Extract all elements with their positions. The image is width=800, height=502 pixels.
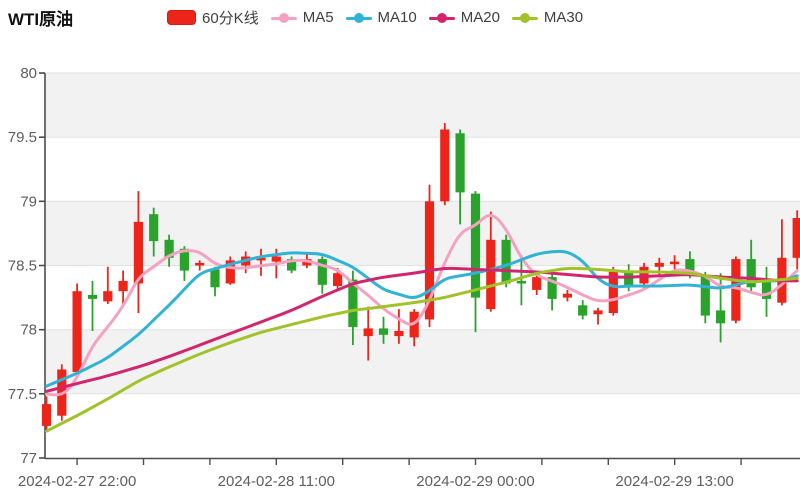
- svg-text:78.5: 78.5: [8, 258, 37, 275]
- candle-body: [670, 261, 680, 265]
- candle-body: [149, 214, 159, 242]
- candle-wick: [398, 309, 400, 344]
- ma10-line: [45, 249, 799, 388]
- candle-body: [72, 291, 82, 372]
- candle-wick: [520, 255, 523, 306]
- candle-body: [133, 221, 143, 284]
- candle-body: [562, 293, 572, 298]
- svg-text:79.5: 79.5: [8, 129, 37, 146]
- candle-body: [501, 239, 511, 284]
- candle-wick: [658, 257, 661, 278]
- candle-body: [394, 331, 404, 337]
- candle-body: [256, 257, 266, 261]
- svg-text:80: 80: [20, 65, 37, 82]
- candle-body: [516, 280, 526, 284]
- candle-wick: [260, 248, 262, 276]
- candle-body: [164, 239, 174, 258]
- candle-body: [486, 239, 496, 310]
- legend-label: MA20: [460, 9, 500, 26]
- svg-text:2024-02-29 13:00: 2024-02-29 13:00: [615, 473, 733, 490]
- legend-item-ma20[interactable]: MA20: [428, 9, 500, 26]
- candle-body: [685, 259, 695, 275]
- candle-body: [608, 271, 618, 313]
- legend-item-kline[interactable]: 60分K线: [167, 7, 259, 28]
- legend-label: MA30: [543, 9, 584, 26]
- kline-swatch-icon: [167, 10, 196, 25]
- candle-body: [424, 201, 435, 320]
- svg-text:79: 79: [20, 193, 37, 210]
- candle-body: [378, 328, 389, 335]
- candle-body: [333, 273, 343, 286]
- candle-body: [440, 129, 450, 202]
- chart-header: WTI原油 60分K线 MA5 MA10 MA20 MA30: [0, 0, 800, 34]
- ma20-line-dot-icon: [428, 12, 455, 24]
- candle-body: [348, 279, 358, 328]
- axes: 77 77.5 78 78.5 79 79.5 80 2024-02-27 22:00 2024…: [8, 65, 800, 490]
- candle-wick: [719, 273, 722, 343]
- legend-label: 60分K线: [202, 10, 259, 27]
- candle-body: [179, 248, 189, 271]
- candle-wick: [597, 307, 599, 325]
- legend-item-ma30[interactable]: MA30: [511, 9, 584, 26]
- candle-body: [654, 262, 664, 267]
- ma10-line-dot-icon: [345, 12, 372, 24]
- candle-body: [363, 328, 373, 337]
- ma30-line-dot-icon: [511, 12, 538, 24]
- candle-body: [578, 305, 588, 316]
- page-title: WTI原油: [8, 10, 74, 29]
- candle-body: [716, 310, 726, 324]
- candle-body: [195, 262, 205, 266]
- ma30-line: [45, 266, 799, 433]
- candle-body: [731, 259, 741, 321]
- candle-body: [746, 259, 756, 288]
- candle-body: [41, 404, 52, 426]
- svg-text:78: 78: [20, 322, 37, 339]
- plot-bands: [45, 73, 800, 394]
- svg-text:77.5: 77.5: [8, 386, 37, 403]
- candle-body: [532, 277, 542, 290]
- svg-text:2024-02-29 00:00: 2024-02-29 00:00: [416, 473, 534, 490]
- candle-wick: [106, 266, 109, 304]
- candles-layer: [41, 123, 800, 432]
- candle-body: [455, 133, 465, 193]
- legend-label: MA10: [377, 9, 417, 26]
- candle-wick: [91, 280, 94, 331]
- ma5-line-dot-icon: [270, 12, 297, 24]
- candle-body: [792, 218, 800, 258]
- candle-body: [271, 256, 281, 262]
- candle-body: [624, 271, 634, 286]
- candle-body: [547, 277, 557, 299]
- candle-body: [593, 310, 603, 315]
- candle-body: [287, 259, 297, 271]
- candle-body: [470, 193, 481, 298]
- candle-body: [761, 279, 772, 299]
- svg-text:2024-02-27 22:00: 2024-02-27 22:00: [18, 473, 136, 490]
- svg-text:2024-02-28 11:00: 2024-02-28 11:00: [218, 473, 335, 490]
- candle-body: [700, 275, 710, 316]
- candle-body: [317, 259, 327, 285]
- legend-item-ma5[interactable]: MA5: [270, 9, 334, 26]
- legend-label: MA5: [302, 9, 334, 26]
- gridlines: [45, 72, 800, 395]
- candle-body: [210, 269, 220, 288]
- candle-body: [118, 280, 128, 292]
- candle-body: [103, 291, 113, 302]
- svg-text:77: 77: [20, 450, 37, 467]
- candle-body: [225, 260, 235, 284]
- legend-item-ma10[interactable]: MA10: [345, 9, 417, 26]
- legend: 60分K线 MA5 MA10 MA20 MA30: [167, 7, 583, 28]
- ma20-line: [45, 266, 799, 393]
- candle-body: [87, 295, 98, 299]
